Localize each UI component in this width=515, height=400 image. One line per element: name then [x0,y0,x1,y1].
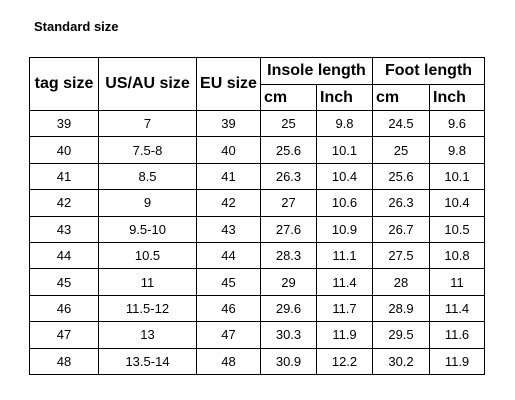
foot-inch-cell: 11.9 [429,347,485,375]
insole-length-header: Insole length [260,57,373,85]
table-row: 42 9 42 27 10.6 26.3 10.4 [29,189,485,217]
insole-cm-cell: 28.3 [260,241,317,270]
eu-size-cell: 46 [196,294,261,323]
tag-size-cell: 43 [29,215,99,243]
tag-size-cell: 44 [29,241,99,270]
eu-size-cell: 39 [196,109,261,138]
insole-inch-cell: 11.7 [316,294,373,323]
table-row: 46 11.5-12 46 29.6 11.7 28.9 11.4 [29,294,485,323]
tag-size-cell: 48 [29,347,99,375]
foot-cm-cell: 30.2 [372,347,430,375]
unit-header-row: cm Inch cm Inch [30,84,485,111]
tag-size-header: tag size [29,57,99,111]
table-row: 43 9.5-10 43 27.6 10.9 26.7 10.5 [29,215,485,243]
eu-size-cell: 47 [196,321,261,349]
foot-cm-cell: 26.7 [372,215,430,243]
us-au-size-cell: 9 [98,189,197,217]
size-table: tag size US/AU size EU size Insole lengt… [29,57,485,375]
us-au-size-cell: 13 [98,321,197,349]
foot-inch-cell: 10.4 [429,189,485,217]
foot-inch-header: Inch [429,84,485,111]
insole-cm-header: cm [260,84,317,111]
tag-size-cell: 45 [29,268,99,296]
insole-inch-header: Inch [316,84,373,111]
tag-size-cell: 42 [29,189,99,217]
foot-cm-cell: 28 [372,268,430,296]
foot-length-header: Foot length [372,57,485,85]
us-au-size-cell: 13.5-14 [98,347,197,375]
insole-inch-cell: 10.6 [316,189,373,217]
insole-inch-cell: 12.2 [316,347,373,375]
table-row: 41 8.5 41 26.3 10.4 25.6 10.1 [29,162,485,191]
insole-cm-cell: 27.6 [260,215,317,243]
foot-inch-cell: 9.8 [429,136,485,164]
eu-size-cell: 45 [196,268,261,296]
insole-cm-cell: 30.3 [260,321,317,349]
insole-inch-cell: 11.9 [316,321,373,349]
foot-cm-cell: 29.5 [372,321,430,349]
eu-size-cell: 43 [196,215,261,243]
insole-cm-cell: 25 [260,109,317,138]
table-row: 44 10.5 44 28.3 11.1 27.5 10.8 [29,241,485,270]
eu-size-cell: 44 [196,241,261,270]
eu-size-cell: 41 [196,162,261,191]
table-row: 40 7.5-8 40 25.6 10.1 25 9.8 [29,136,485,164]
foot-cm-header: cm [372,84,430,111]
foot-cm-cell: 26.3 [372,189,430,217]
insole-cm-cell: 27 [260,189,317,217]
insole-cm-cell: 26.3 [260,162,317,191]
insole-inch-cell: 9.8 [316,109,373,138]
foot-inch-cell: 11.6 [429,321,485,349]
eu-size-header: EU size [196,57,261,111]
tag-size-cell: 46 [29,294,99,323]
insole-cm-cell: 30.9 [260,347,317,375]
tag-size-cell: 40 [29,136,99,164]
foot-cm-cell: 28.9 [372,294,430,323]
eu-size-cell: 48 [196,347,261,375]
us-au-size-header: US/AU size [98,57,197,111]
us-au-size-cell: 8.5 [98,162,197,191]
table-row: 39 7 39 25 9.8 24.5 9.6 [29,109,485,138]
header-row: tag size US/AU size EU size Insole lengt… [29,57,485,111]
foot-inch-cell: 10.8 [429,241,485,270]
table-row: 45 11 45 29 11.4 28 11 [29,268,485,296]
table-row: 47 13 47 30.3 11.9 29.5 11.6 [29,321,485,349]
foot-inch-cell: 11 [429,268,485,296]
tag-size-cell: 41 [29,162,99,191]
insole-cm-cell: 29 [260,268,317,296]
foot-cm-cell: 25.6 [372,162,430,191]
us-au-size-cell: 11.5-12 [98,294,197,323]
insole-inch-cell: 10.9 [316,215,373,243]
eu-size-cell: 42 [196,189,261,217]
insole-inch-cell: 10.1 [316,136,373,164]
insole-inch-cell: 11.4 [316,268,373,296]
us-au-size-cell: 11 [98,268,197,296]
insole-inch-cell: 10.4 [316,162,373,191]
foot-cm-cell: 27.5 [372,241,430,270]
us-au-size-cell: 7 [98,109,197,138]
foot-inch-cell: 10.1 [429,162,485,191]
foot-cm-cell: 24.5 [372,109,430,138]
foot-inch-cell: 11.4 [429,294,485,323]
foot-cm-cell: 25 [372,136,430,164]
us-au-size-cell: 10.5 [98,241,197,270]
tag-size-cell: 47 [29,321,99,349]
us-au-size-cell: 9.5-10 [98,215,197,243]
tag-size-cell: 39 [29,109,99,138]
us-au-size-cell: 7.5-8 [98,136,197,164]
page-title: Standard size [34,19,119,34]
insole-inch-cell: 11.1 [316,241,373,270]
eu-size-cell: 40 [196,136,261,164]
table-row: 48 13.5-14 48 30.9 12.2 30.2 11.9 [29,347,485,375]
foot-inch-cell: 9.6 [429,109,485,138]
size-table-body: 39 7 39 25 9.8 24.5 9.6 40 7.5-8 40 25.6 10.1 25 9.8 4… [29,109,485,375]
insole-cm-cell: 29.6 [260,294,317,323]
insole-cm-cell: 25.6 [260,136,317,164]
foot-inch-cell: 10.5 [429,215,485,243]
